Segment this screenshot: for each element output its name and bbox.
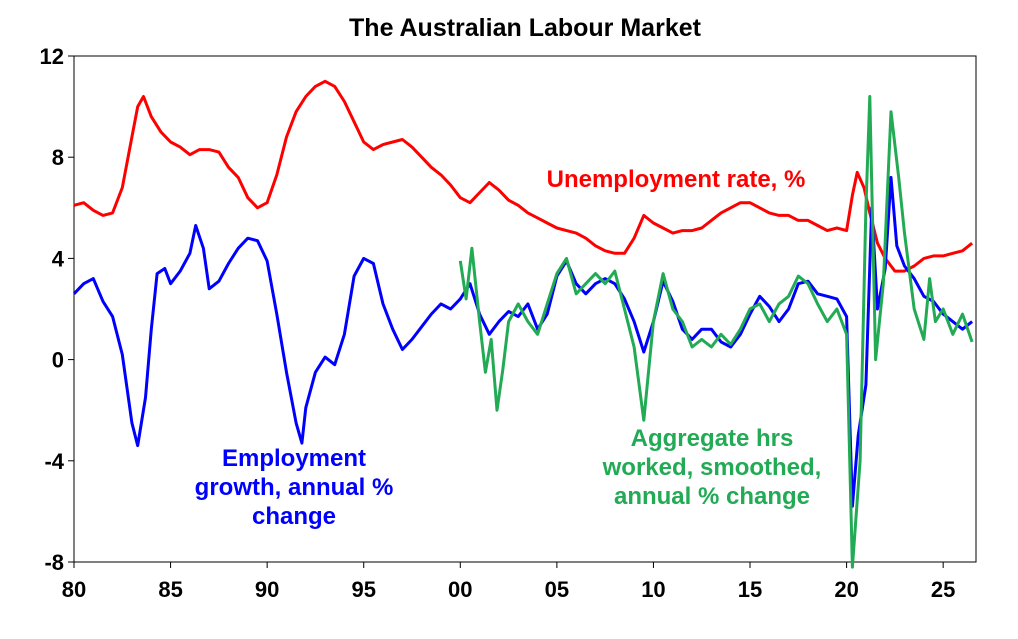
x-tick-label: 05 xyxy=(545,577,569,602)
plot-area-frame xyxy=(73,55,977,563)
unemployment-annotation: Unemployment rate, % xyxy=(547,166,806,193)
employment-annotation-line: change xyxy=(252,503,336,530)
annotation-layer: Unemployment rate, % Employment growth, an… xyxy=(195,166,822,530)
y-tick-label: 4 xyxy=(52,246,65,271)
x-tick-label: 25 xyxy=(931,577,955,602)
x-tick-label: 90 xyxy=(255,577,279,602)
employment-annotation-line: Employment xyxy=(222,445,366,472)
employment-annotation: Employment growth, annual % change xyxy=(195,445,394,530)
series-layer xyxy=(72,79,974,569)
x-tick-label: 85 xyxy=(158,577,182,602)
unemployment-annotation-line: Unemployment rate, % xyxy=(547,166,806,193)
y-tick-label: 12 xyxy=(40,44,64,69)
x-tick-label: 00 xyxy=(448,577,472,602)
y-tick-label: -4 xyxy=(44,449,64,474)
x-axis: 80 85 90 95 00 05 10 15 20 25 xyxy=(62,562,955,602)
x-tick-label: 15 xyxy=(738,577,762,602)
hours-annotation-line: annual % change xyxy=(614,483,810,510)
hours-annotation-line: worked, smoothed, xyxy=(602,454,822,481)
x-tick-label: 95 xyxy=(351,577,375,602)
hours-annotation-line: Aggregate hrs xyxy=(631,425,794,452)
x-tick-label: 10 xyxy=(641,577,665,602)
employment-annotation-line: growth, annual % xyxy=(195,474,394,501)
x-tick-label: 20 xyxy=(834,577,858,602)
y-axis: 12 8 4 0 -4 -8 xyxy=(40,44,74,575)
y-tick-label: 0 xyxy=(52,348,64,373)
unemployment-series-line xyxy=(73,79,974,273)
hours-annotation: Aggregate hrs worked, smoothed, annual % c… xyxy=(602,425,822,510)
x-tick-label: 80 xyxy=(62,577,86,602)
y-tick-label: -8 xyxy=(44,550,64,575)
employment-series-line xyxy=(72,175,974,508)
chart-title: The Australian Labour Market xyxy=(349,14,701,42)
hours-series-line xyxy=(458,95,974,569)
y-tick-label: 8 xyxy=(52,145,64,170)
